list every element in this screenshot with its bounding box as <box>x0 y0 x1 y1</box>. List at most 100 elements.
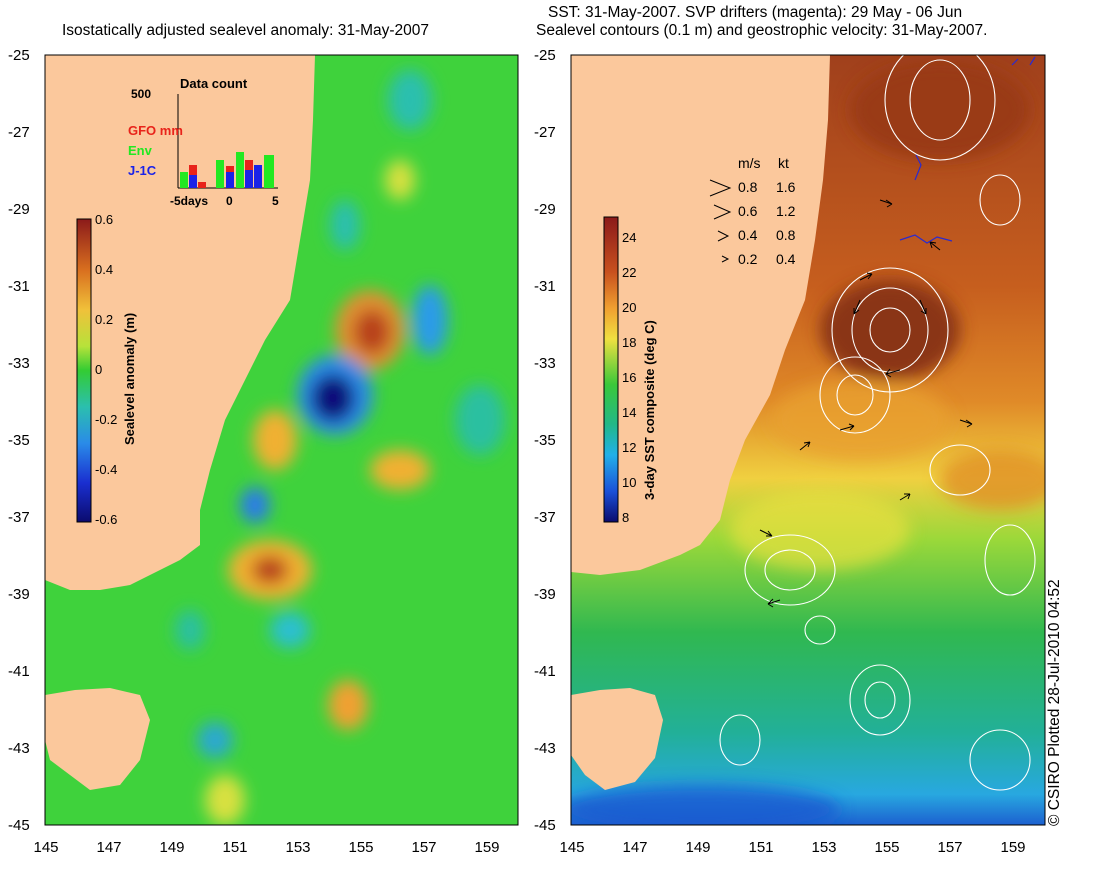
inset-ymax-label: 500 <box>131 87 151 101</box>
sla-map <box>45 55 518 825</box>
land-tasmania <box>45 688 150 790</box>
sla-x-tick: 157 <box>411 839 436 856</box>
land-australia-mainland <box>45 55 315 590</box>
velocity-legend-ms: 0.4 <box>738 227 758 243</box>
sla-y-tick: -43 <box>8 740 30 757</box>
right-panel-title-line1: SST: 31-May-2007. SVP drifters (magenta)… <box>548 4 963 21</box>
sla-colorbar-tick: -0.6 <box>95 512 117 527</box>
sla-colorbar-tick: 0 <box>95 362 102 377</box>
sla-x-tick: 155 <box>348 839 373 856</box>
sla-y-tick: -37 <box>8 509 30 526</box>
sst-x-tick: 155 <box>874 839 899 856</box>
sla-y-tick: -31 <box>8 278 30 295</box>
velocity-legend-kt: 0.4 <box>776 251 796 267</box>
sst-x-tick: 145 <box>559 839 584 856</box>
velocity-arrow-0.6 <box>713 204 732 220</box>
sst-x-tick: 159 <box>1000 839 1025 856</box>
sealevel-contours <box>719 55 1036 791</box>
sla-y-tick: -45 <box>8 817 30 834</box>
sla-x-axis: 145 147 149 151 153 155 157 159 <box>33 839 499 856</box>
sst-y-axis: -25 -27 -29 -31 -33 -35 -37 -39 -41 -43 … <box>534 47 556 834</box>
velocity-legend-header-kt: kt <box>778 155 789 171</box>
inset-bars <box>180 152 274 188</box>
sst-colorbar-tick: 8 <box>622 510 629 525</box>
sst-y-tick: -37 <box>534 509 556 526</box>
left-panel-title: Isostatically adjusted sealevel anomaly:… <box>62 22 430 39</box>
sla-colorbar-tick: 0.4 <box>95 262 113 277</box>
sla-x-tick: 151 <box>222 839 247 856</box>
velocity-arrow-0.4 <box>717 230 730 242</box>
sla-x-tick: 149 <box>159 839 184 856</box>
sla-x-tick: 159 <box>474 839 499 856</box>
sst-y-tick: -25 <box>534 47 556 64</box>
velocity-arrow-0.2 <box>721 255 730 263</box>
svp-drifter-tracks <box>899 56 1036 244</box>
sst-colorbar-tick: 20 <box>622 300 636 315</box>
sla-y-tick: -35 <box>8 432 30 449</box>
sst-x-tick: 153 <box>811 839 836 856</box>
sla-x-tick: 147 <box>96 839 121 856</box>
sla-y-tick: -29 <box>8 201 30 218</box>
sst-y-tick: -43 <box>534 740 556 757</box>
velocity-arrow-0.8 <box>709 179 732 197</box>
sst-y-tick: -41 <box>534 663 556 680</box>
geostrophic-velocity-arrows <box>759 199 973 608</box>
sst-x-axis: 145 147 149 151 153 155 157 159 <box>559 839 1025 856</box>
sla-y-tick: -25 <box>8 47 30 64</box>
inset-x-tick: 5 <box>272 194 279 208</box>
sst-colorbar-tick: 10 <box>622 475 636 490</box>
inset-legend-j1c: J-1C <box>128 163 157 178</box>
sst-colorbar-tick: 24 <box>622 230 636 245</box>
land-tasmania <box>571 688 663 790</box>
sst-colorbar-tick: 22 <box>622 265 636 280</box>
velocity-legend-ms: 0.8 <box>738 179 758 195</box>
sst-x-tick: 149 <box>685 839 710 856</box>
sst-y-tick: -35 <box>534 432 556 449</box>
sst-colorbar-tick: 18 <box>622 335 636 350</box>
sla-y-tick: -39 <box>8 586 30 603</box>
sla-anomaly-blobs <box>175 70 505 825</box>
sst-map-frame <box>570 54 1046 826</box>
sst-y-tick: -45 <box>534 817 556 834</box>
sla-colorbar-ticks: 0.6 0.4 0.2 0 -0.2 -0.4 -0.6 <box>95 212 117 527</box>
velocity-legend-kt: 1.6 <box>776 179 796 195</box>
inset-legend-gfo: GFO mm <box>128 123 183 138</box>
velocity-legend-kt: 0.8 <box>776 227 796 243</box>
sla-colorbar-tick: -0.4 <box>95 462 117 477</box>
sst-map <box>571 55 1045 825</box>
data-count-inset: Data count 500 GFO mm Env J-1C -5days 0 … <box>128 76 279 208</box>
sst-colorbar-tick: 12 <box>622 440 636 455</box>
sst-y-tick: -31 <box>534 278 556 295</box>
csiro-credit: © CSIRO Plotted 28-Jul-2010 04:52 <box>1046 579 1063 826</box>
sla-colorbar-tick: 0.6 <box>95 212 113 227</box>
sla-y-tick: -41 <box>8 663 30 680</box>
inset-legend-env: Env <box>128 143 153 158</box>
sst-y-tick: -29 <box>534 201 556 218</box>
land-australia-mainland <box>571 55 830 575</box>
sla-colorbar-tick: -0.2 <box>95 412 117 427</box>
inset-title: Data count <box>180 76 248 91</box>
velocity-legend-ms: 0.2 <box>738 251 758 267</box>
inset-x-tick: 0 <box>226 194 233 208</box>
velocity-legend: m/s kt 0.8 1.6 0.6 1.2 0.4 0.8 0.2 0.4 <box>709 155 796 267</box>
sla-y-tick: -27 <box>8 124 30 141</box>
inset-x-tick: -5days <box>170 194 208 208</box>
sla-x-tick: 145 <box>33 839 58 856</box>
velocity-legend-kt: 1.2 <box>776 203 796 219</box>
sst-colorbar-ticks: 24 22 20 18 16 14 12 10 8 <box>622 230 636 525</box>
sla-x-tick: 153 <box>285 839 310 856</box>
sst-colorbar-label: 3-day SST composite (deg C) <box>642 320 657 500</box>
sst-x-tick: 147 <box>622 839 647 856</box>
sla-colorbar <box>76 218 92 523</box>
velocity-legend-ms: 0.6 <box>738 203 758 219</box>
sla-colorbar-label: Sealevel anomaly (m) <box>122 313 137 445</box>
sst-y-tick: -39 <box>534 586 556 603</box>
sst-x-tick: 157 <box>937 839 962 856</box>
sst-x-tick: 151 <box>748 839 773 856</box>
right-panel-title-line2: Sealevel contours (0.1 m) and geostrophi… <box>536 22 988 39</box>
sst-colorbar-tick: 14 <box>622 405 636 420</box>
sla-colorbar-tick: 0.2 <box>95 312 113 327</box>
sla-y-tick: -33 <box>8 355 30 372</box>
velocity-legend-header-ms: m/s <box>738 155 761 171</box>
